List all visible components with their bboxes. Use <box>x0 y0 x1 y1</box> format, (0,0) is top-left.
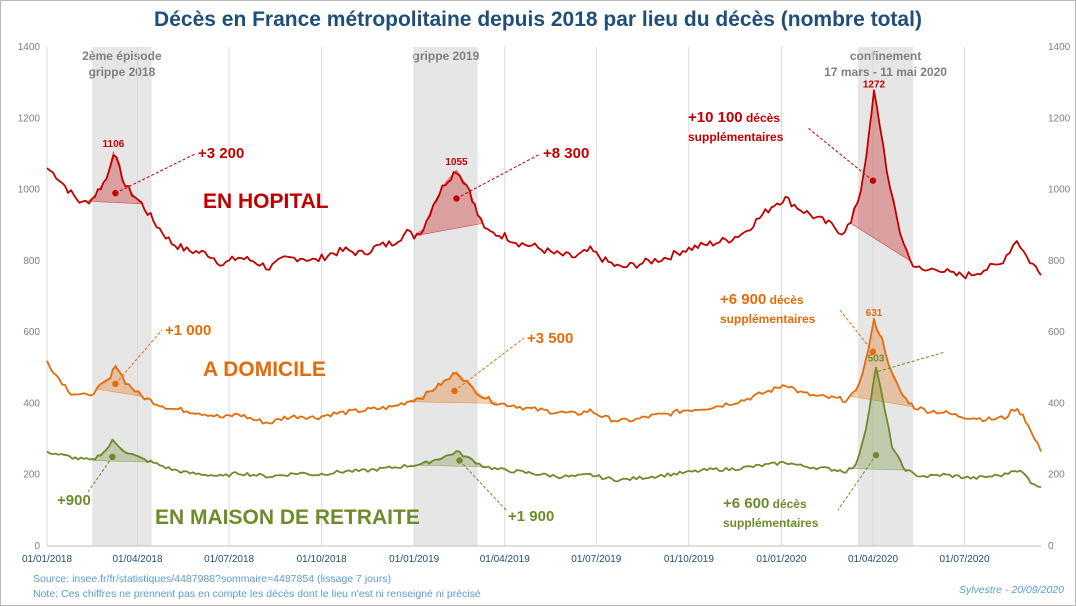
annotation-dot <box>451 387 458 395</box>
shaded-period-label-2: confinement <box>850 49 921 63</box>
annotation-label: +3 500 <box>527 330 573 347</box>
annotation-label: supplémentaires <box>720 312 816 326</box>
annotation-dot <box>869 177 877 184</box>
signature: Sylvestre - 20/09/2020 <box>958 584 1064 596</box>
annotation-dot <box>869 348 877 355</box>
series-line-0 <box>46 89 1042 280</box>
x-tick-label: 01/04/2019 <box>480 554 530 565</box>
y-tick-label-right: 1400 <box>1048 42 1071 53</box>
shaded-period-2 <box>857 47 914 546</box>
annotation-dot <box>109 453 116 461</box>
annotation-leader <box>807 127 874 182</box>
x-tick-label: 01/04/2020 <box>848 554 898 565</box>
shaded-period-label-1: grippe 2019 <box>413 49 480 63</box>
peak-label: 503 <box>868 354 885 365</box>
excess-area-4 <box>407 370 498 404</box>
x-tick-label: 01/10/2019 <box>664 554 714 565</box>
annotation-dot <box>112 189 119 197</box>
x-tick-label: 01/10/2018 <box>297 554 347 565</box>
annotation-dot <box>453 195 460 202</box>
annotation-dot <box>112 380 119 388</box>
annotation-label: +900 <box>57 492 91 509</box>
annotation-leader <box>837 454 877 511</box>
shaded-period-label-0: 2ème épisode <box>82 49 162 63</box>
y-tick-label-right: 1200 <box>1048 113 1071 124</box>
annotation-label: +6 600 décès <box>723 495 807 512</box>
y-tick-label-left: 600 <box>23 327 40 338</box>
annotation-dot <box>456 457 463 464</box>
annotation-leader <box>454 337 525 392</box>
x-tick-label: 01/01/2020 <box>756 554 806 565</box>
series-label: EN MAISON DE RETRAITE <box>155 506 420 529</box>
series-label: EN HOPITAL <box>203 190 329 213</box>
series-label: A DOMICILE <box>203 358 326 381</box>
y-tick-label-left: 400 <box>23 398 40 409</box>
y-tick-label-left: 200 <box>23 470 40 481</box>
y-tick-label-right: 0 <box>1048 541 1054 552</box>
x-tick-label: 01/01/2018 <box>22 554 72 565</box>
annotation-leader <box>839 309 874 353</box>
y-tick-label-right: 200 <box>1048 470 1065 481</box>
annotation-leader <box>459 460 507 511</box>
shaded-period-label-0: grippe 2018 <box>89 65 156 79</box>
peak-label: 1055 <box>445 157 468 168</box>
y-tick-label-left: 1400 <box>18 42 41 53</box>
shaded-period-1 <box>414 47 478 546</box>
y-tick-label-left: 1200 <box>18 113 41 124</box>
annotation-label: +10 100 décès <box>688 109 780 126</box>
annotation-leader <box>456 153 541 199</box>
annotation-leader <box>87 456 113 493</box>
y-tick-label-right: 400 <box>1048 398 1065 409</box>
annotation-label: +3 200 <box>198 145 244 162</box>
annotation-label: +1 000 <box>165 322 211 339</box>
shaded-period-0 <box>92 47 152 546</box>
x-tick-label: 01/07/2020 <box>940 554 990 565</box>
source-note: Source: insee.fr/fr/statistiques/4487988… <box>33 573 392 585</box>
peak-label: 1272 <box>863 80 886 91</box>
peak-leader <box>877 351 946 372</box>
annotation-label: +8 300 <box>543 145 589 162</box>
annotation-dot <box>872 451 880 459</box>
shaded-period-label-2: 17 mars - 11 mai 2020 <box>824 65 947 79</box>
peak-label: 1106 <box>103 139 125 150</box>
y-tick-label-left: 0 <box>34 541 40 552</box>
annotation-label: +1 900 <box>508 508 554 525</box>
series-line-2 <box>46 366 1042 489</box>
footnote: Note: Ces chiffres ne prennent pas en co… <box>33 588 481 600</box>
annotation-leader <box>115 329 163 385</box>
y-tick-label-left: 1000 <box>18 185 41 196</box>
x-tick-label: 01/07/2019 <box>571 554 621 565</box>
annotation-label: +6 900 décès <box>720 291 804 308</box>
x-tick-label: 01/01/2019 <box>389 554 439 565</box>
annotation-label: supplémentaires <box>723 516 819 530</box>
annotation-label: supplémentaires <box>688 130 784 144</box>
peak-label: 631 <box>866 308 883 319</box>
x-tick-label: 01/07/2018 <box>204 554 254 565</box>
y-tick-label-right: 800 <box>1048 256 1065 267</box>
chart-title: Décès en France métropolitaine depuis 20… <box>154 8 922 31</box>
x-tick-label: 01/04/2018 <box>113 554 163 565</box>
y-tick-label-right: 1000 <box>1048 185 1071 196</box>
y-tick-label-right: 600 <box>1048 327 1065 338</box>
y-tick-label-left: 800 <box>23 256 40 267</box>
series-line-1 <box>46 318 1042 452</box>
